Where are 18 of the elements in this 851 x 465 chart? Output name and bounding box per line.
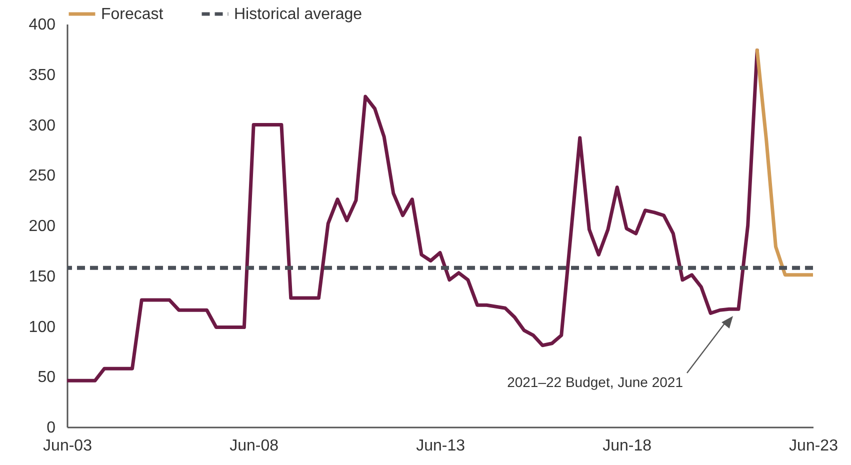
y-tick-label: 250 [28, 168, 56, 185]
y-tick-label: 100 [28, 318, 56, 336]
y-tick-label: 400 [28, 16, 56, 34]
y-tick-label: 300 [28, 117, 56, 134]
x-tick-label: Jun-13 [416, 438, 466, 454]
line-series [755, 48, 813, 277]
x-tick-label: Jun-23 [789, 438, 838, 454]
y-tick-label: 50 [38, 369, 56, 386]
x-tick-label: Jun-08 [230, 438, 279, 454]
legend-label: Historical average [234, 6, 362, 23]
legend-label: Forecast [101, 6, 164, 23]
annotation: 2021–22 Budget, June 2021 [507, 374, 684, 390]
x-tick-label: Jun-03 [43, 438, 92, 454]
y-tick-label: 350 [28, 66, 56, 84]
x-tick-label: Jun-18 [602, 438, 652, 454]
y-tick-label: 200 [28, 218, 56, 235]
y-tick-label: 150 [28, 268, 56, 286]
y-tick-label: 0 [46, 420, 56, 436]
